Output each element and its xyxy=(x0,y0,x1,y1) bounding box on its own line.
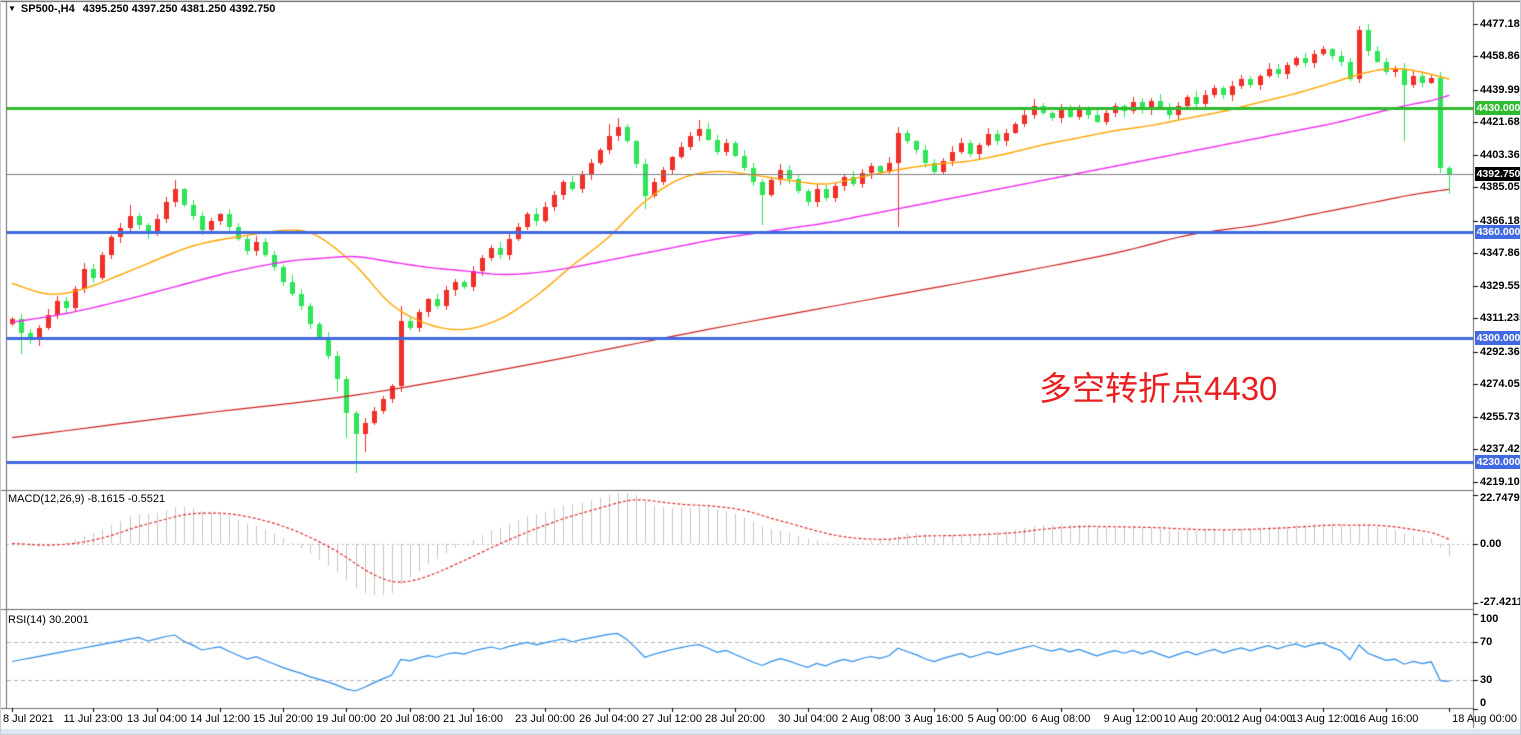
date-tick-label: 18 Aug 00:00 xyxy=(1452,713,1517,725)
macd-tick-label: 0.00 xyxy=(1480,538,1502,550)
chart-title: ▼ SP500-,H4 4395.250 4397.250 4381.250 439… xyxy=(8,3,275,15)
date-tick-label: 5 Aug 00:00 xyxy=(967,713,1027,725)
rsi-tick-label: 70 xyxy=(1480,636,1493,648)
date-tick-label: 8 Jul 2021 xyxy=(3,713,54,725)
date-tick-label: 20 Jul 08:00 xyxy=(380,713,440,725)
price-tick-label: 4219.105 xyxy=(1480,476,1520,488)
date-tick-label: 15 Jul 20:00 xyxy=(253,713,313,725)
date-tick-label: 28 Jul 20:00 xyxy=(705,713,765,725)
price-tick-label: 4458.865 xyxy=(1480,50,1520,62)
date-tick-label: 16 Aug 16:00 xyxy=(1353,713,1419,725)
rsi-value: 30.2001 xyxy=(48,614,89,626)
date-tick-label: 11 Jul 23:00 xyxy=(63,713,123,725)
price-level-badge: 4230.000 xyxy=(1475,455,1521,469)
date-tick-label: 19 Jul 00:00 xyxy=(316,713,376,725)
date-tick-label: 3 Aug 16:00 xyxy=(904,713,964,725)
price-tick-label: 4255.735 xyxy=(1480,411,1520,423)
rsi-name: RSI(14) xyxy=(8,614,46,626)
macd-values: -8.1615 -0.5521 xyxy=(87,493,166,505)
price-level-badge: 4392.750 xyxy=(1475,167,1521,181)
price-level-badge: 4300.000 xyxy=(1475,331,1521,345)
date-tick-label: 13 Aug 12:00 xyxy=(1290,713,1356,725)
price-tick-label: 4329.550 xyxy=(1480,280,1520,292)
date-tick-label: 12 Aug 04:00 xyxy=(1227,713,1293,725)
date-tick-label: 6 Aug 08:00 xyxy=(1031,713,1091,725)
date-tick-label: 26 Jul 04:00 xyxy=(579,713,639,725)
price-tick-label: 4477.180 xyxy=(1480,18,1520,30)
price-tick-label: 4403.365 xyxy=(1480,149,1520,161)
date-tick-label: 13 Jul 04:00 xyxy=(127,713,187,725)
annotation-text: 多空转折点4430 xyxy=(1039,370,1278,407)
rsi-indicator-label: RSI(14) 30.2001 xyxy=(8,614,89,626)
macd-tick-label: -27.4211 xyxy=(1480,596,1521,608)
date-tick-label: 9 Aug 12:00 xyxy=(1103,713,1163,725)
price-level-badge: 4430.000 xyxy=(1475,101,1521,115)
date-tick-label: 21 Jul 16:00 xyxy=(443,713,503,725)
price-tick-label: 4237.420 xyxy=(1480,443,1520,455)
price-tick-label: 4347.865 xyxy=(1480,247,1520,259)
price-tick-label: 4439.995 xyxy=(1480,84,1520,96)
macd-indicator-label: MACD(12,26,9) -8.1615 -0.5521 xyxy=(8,493,165,505)
macd-tick-label: 22.7479 xyxy=(1480,492,1520,504)
symbol-period-label: SP500-,H4 xyxy=(20,3,75,15)
date-tick-label: 14 Jul 12:00 xyxy=(190,713,250,725)
title-ohlc-values: 4395.250 4397.250 4381.250 4392.750 xyxy=(82,3,276,15)
macd-name: MACD(12,26,9) xyxy=(8,493,85,505)
price-tick-label: 4385.050 xyxy=(1480,181,1520,193)
date-tick-label: 30 Jul 04:00 xyxy=(778,713,838,725)
price-tick-label: 4366.180 xyxy=(1480,215,1520,227)
symbol-marker-icon: ▼ xyxy=(8,4,16,13)
price-tick-label: 4274.050 xyxy=(1480,378,1520,390)
price-tick-label: 4311.235 xyxy=(1480,312,1521,324)
rsi-tick-label: 30 xyxy=(1480,674,1493,686)
date-tick-label: 2 Aug 08:00 xyxy=(841,713,901,725)
date-tick-label: 23 Jul 00:00 xyxy=(515,713,575,725)
rsi-tick-label: 0 xyxy=(1480,697,1487,709)
rsi-tick-label: 100 xyxy=(1480,613,1499,625)
price-level-badge: 4360.000 xyxy=(1475,225,1521,239)
price-tick-label: 4292.365 xyxy=(1480,346,1520,358)
date-tick-label: 27 Jul 12:00 xyxy=(642,713,702,725)
date-tick-label: 10 Aug 20:00 xyxy=(1163,713,1229,725)
price-tick-label: 4421.680 xyxy=(1480,116,1520,128)
